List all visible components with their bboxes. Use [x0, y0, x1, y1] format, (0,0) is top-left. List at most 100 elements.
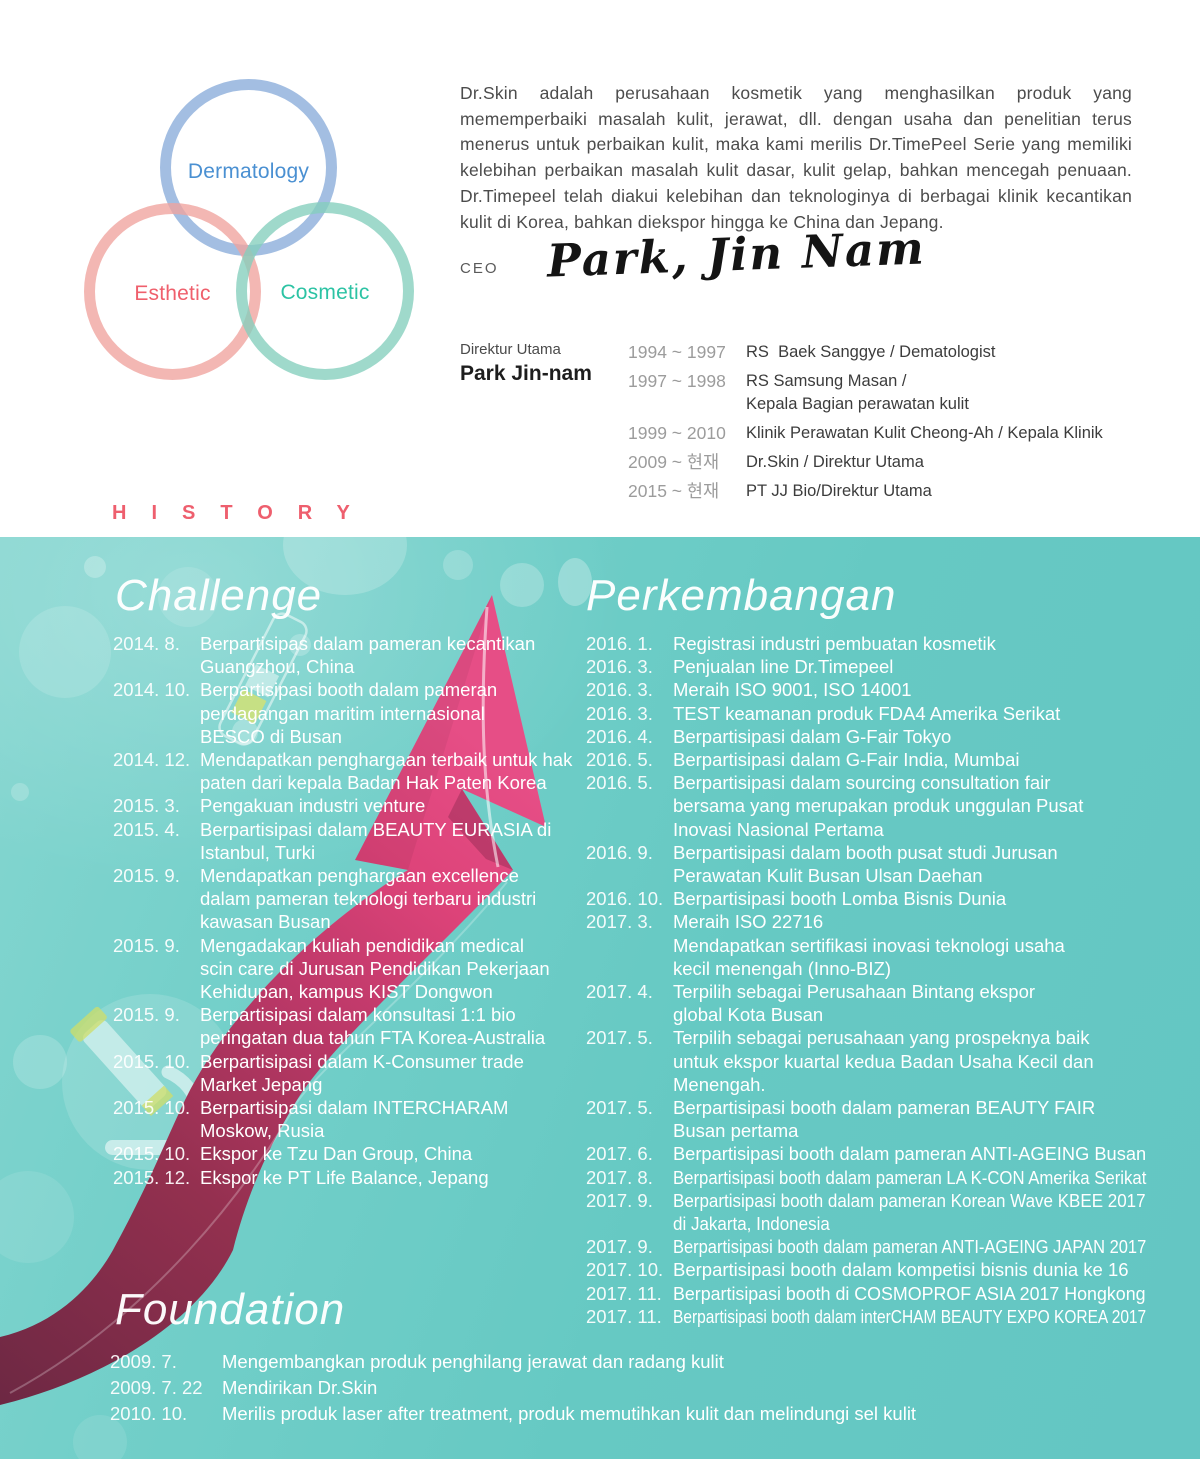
timeline-item: 2016. 4. Berpartisipasi dalam G-Fair Tok… — [586, 725, 1146, 748]
ceo-row: CEO Park, Jin Nam — [460, 221, 926, 287]
timeline-text: Merilis produk laser after treatment, pr… — [222, 1403, 917, 1424]
timeline-date: 2015. 12. — [113, 1166, 191, 1188]
timeline-item: 2017. 11. Berpartisipasi booth di COSMOP… — [586, 1282, 1146, 1305]
timeline-date: 2017. 11. — [586, 1282, 662, 1304]
timeline-text: Pengakuan industri venture — [200, 795, 426, 817]
timeline-item: 2017. 3. Meraih ISO 22716 Mendapatkan se… — [586, 910, 1146, 980]
timeline-text: Mendirikan Dr.Skin — [222, 1377, 378, 1398]
timeline-text: Berpartisipasi dalam BEAUTY EURASIA di I… — [200, 818, 552, 863]
timeline-text: Berpartisipasi booth dalam kompetisi bis… — [673, 1259, 1129, 1281]
timeline-item: 2016. 3. Meraih ISO 9001, ISO 14001 — [586, 678, 1146, 701]
esthetic-label: Esthetic — [134, 282, 211, 305]
timeline-text: Mengembangkan produk penghilang jerawat … — [222, 1351, 724, 1372]
timeline-text: Berpartisipasi booth di COSMOPROF ASIA 2… — [673, 1282, 1146, 1304]
timeline-date: 2009. 7. — [110, 1351, 177, 1372]
cosmetic-ring — [236, 202, 414, 380]
timeline-date: 2010. 10. — [110, 1403, 188, 1424]
perkembangan-heading: Perkembangan — [586, 571, 897, 620]
timeline-text: Berpartisipasi booth dalam pameran ANTI-… — [673, 1143, 1147, 1165]
timeline-item: 2017. 6. Berpartisipasi booth dalam pame… — [586, 1142, 1146, 1165]
timeline-date: 2015. 9. — [113, 934, 180, 956]
career-row: 1999 ~ 2010 Klinik Perawatan Kulit Cheon… — [628, 422, 1168, 445]
career-desc: RS Baek Sanggye / Dematologist — [746, 343, 996, 361]
foundation-timeline: 2009. 7. Mengembangkan produk penghilang… — [110, 1349, 1102, 1427]
timeline-item: 2016. 3. TEST keamanan produk FDA4 Ameri… — [586, 702, 1146, 725]
timeline-date: 2015. 3. — [113, 795, 180, 817]
timeline-text: Berpartisipasi dalam konsultasi 1:1 bio … — [200, 1004, 546, 1049]
career-period: 2015 ~ 현재 — [628, 481, 720, 501]
timeline-item: 2017. 11. Berpartisipasi booth dalam int… — [586, 1305, 1146, 1328]
venn-diagram: Dermatology Esthetic Cosmetic — [0, 0, 440, 420]
timeline-text: Berpartisipasi booth dalam pameran ANTI-… — [673, 1236, 1147, 1258]
timeline-text: TEST keamanan produk FDA4 Amerika Serika… — [673, 702, 1061, 724]
timeline-item: 2017. 9. Berpartisipasi booth dalam pame… — [586, 1235, 1146, 1258]
timeline-date: 2016. 9. — [586, 841, 653, 863]
timeline-date: 2016. 3. — [586, 679, 653, 701]
timeline-date: 2015. 4. — [113, 818, 180, 840]
timeline-date: 2016. 4. — [586, 725, 653, 747]
timeline-date: 2015. 10. — [113, 1143, 191, 1165]
timeline-text: Ekspor ke PT Life Balance, Jepang — [200, 1166, 489, 1188]
career-desc: RS Samsung Masan / Kepala Bagian perawat… — [746, 372, 969, 413]
history-heading: HISTORY — [112, 502, 375, 524]
career-period: 1999 ~ 2010 — [628, 423, 726, 443]
timeline-date: 2014. 12. — [113, 749, 191, 771]
challenge-heading: Challenge — [115, 571, 323, 620]
career-row: 2015 ~ 현재 PT JJ Bio/Direktur Utama — [628, 480, 1168, 503]
timeline-item: 2017. 4. Terpilih sebagai Perusahaan Bin… — [586, 980, 1146, 1026]
timeline-item: 2014. 8. Berpartisipas dalam pameran kec… — [113, 632, 585, 678]
director-title: Direktur Utama — [460, 341, 561, 358]
timeline-item: 2017. 10. Berpartisipasi booth dalam kom… — [586, 1258, 1146, 1281]
timeline-text: Meraih ISO 22716 Mendapatkan sertifikasi… — [673, 911, 1065, 979]
timeline-text: Berpartisipasi booth dalam interCHAM BEA… — [673, 1305, 1147, 1327]
timeline-item: 2017. 5. Terpilih sebagai perusahaan yan… — [586, 1026, 1146, 1096]
timeline-text: Meraih ISO 9001, ISO 14001 — [673, 679, 912, 701]
timeline-item: 2014. 12. Mendapatkan penghargaan terbai… — [113, 748, 585, 794]
timeline-item: 2015. 10. Berpartisipasi dalam K-Consume… — [113, 1050, 585, 1096]
director-block: Direktur Utama Park Jin-nam — [460, 341, 592, 386]
timeline-date: 2017. 9. — [586, 1236, 653, 1258]
timeline-text: Berpartisipasi booth dalam pameran BEAUT… — [673, 1097, 1096, 1142]
career-period: 1994 ~ 1997 — [628, 342, 726, 362]
timeline-item: 2015. 3. Pengakuan industri venture — [113, 794, 585, 817]
timeline-text: Berpartisipasi booth dalam pameran Korea… — [673, 1189, 1146, 1235]
timeline-text: Terpilih sebagai perusahaan yang prospek… — [673, 1027, 1094, 1095]
timeline-item: 2014. 10. Berpartisipasi booth dalam pam… — [113, 678, 585, 748]
timeline-text: Mendapatkan penghargaan excellence dalam… — [200, 865, 537, 933]
ceo-label: CEO — [460, 260, 499, 277]
timeline-date: 2017. 3. — [586, 911, 653, 933]
timeline-date: 2017. 5. — [586, 1097, 653, 1119]
cosmetic-label: Cosmetic — [280, 281, 370, 304]
timeline-date: 2016. 10. — [586, 888, 664, 910]
career-row: 1997 ~ 1998 RS Samsung Masan / Kepala Ba… — [628, 370, 1168, 416]
timeline-date: 2017. 8. — [586, 1166, 653, 1188]
history-section: Challenge 2014. 8. Berpartisipas dalam p… — [0, 537, 1200, 1459]
timeline-date: 2017. 5. — [586, 1027, 653, 1049]
timeline-item: 2015. 9. Mengadakan kuliah pendidikan me… — [113, 934, 585, 1004]
timeline-text: Mendapatkan penghargaan terbaik untuk ha… — [200, 749, 573, 794]
timeline-item: 2009. 7. 22 Mendirikan Dr.Skin — [110, 1375, 1102, 1401]
timeline-item: 2017. 9. Berpartisipasi booth dalam pame… — [586, 1189, 1146, 1235]
foundation-heading: Foundation — [115, 1285, 346, 1334]
timeline-text: Penjualan line Dr.Timepeel — [673, 656, 894, 678]
timeline-text: Berpartisipasi booth Lomba Bisnis Dunia — [673, 888, 1007, 910]
director-name: Park Jin-nam — [460, 362, 592, 385]
timeline-date: 2015. 10. — [113, 1050, 191, 1072]
timeline-date: 2014. 10. — [113, 679, 191, 701]
timeline-text: Berpartisipasi dalam booth pusat studi J… — [673, 841, 1058, 887]
career-period: 1997 ~ 1998 — [628, 371, 726, 391]
timeline-text: Ekspor ke Tzu Dan Group, China — [200, 1143, 473, 1165]
timeline-date: 2017. 10. — [586, 1259, 664, 1281]
timeline-text: Terpilih sebagai Perusahaan Bintang eksp… — [673, 981, 1036, 1026]
timeline-date: 2016. 5. — [586, 749, 653, 771]
timeline-item: 2015. 10. Berpartisipasi dalam INTERCHAR… — [113, 1096, 585, 1142]
timeline-item: 2016. 3. Penjualan line Dr.Timepeel — [586, 655, 1146, 678]
timeline-text: Berpartisipasi dalam G-Fair Tokyo — [673, 725, 952, 747]
timeline-item: 2010. 10. Merilis produk laser after tre… — [110, 1401, 1102, 1427]
timeline-date: 2015. 9. — [113, 865, 180, 887]
intro-paragraph: Dr.Skin adalah perusahaan kosmetik yang … — [460, 83, 1132, 232]
career-period: 2009 ~ 현재 — [628, 452, 720, 472]
timeline-item: 2016. 1. Registrasi industri pembuatan k… — [586, 632, 1146, 655]
timeline-date: 2015. 10. — [113, 1097, 191, 1119]
